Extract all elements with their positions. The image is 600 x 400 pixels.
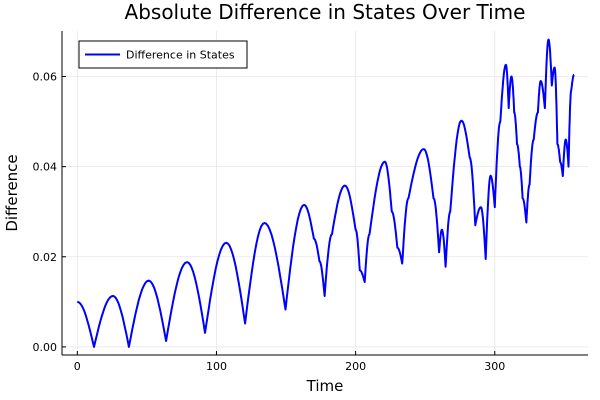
series-line <box>77 38 575 348</box>
y-tick-label: 0.00 <box>33 341 58 354</box>
legend-box <box>78 40 248 69</box>
x-axis-label: Time <box>306 377 344 395</box>
x-tick-label: 200 <box>345 360 366 373</box>
y-axis-label: Difference <box>3 154 21 231</box>
legend-label: Difference in States <box>126 49 235 62</box>
series-layer <box>77 38 575 348</box>
x-tick-label: 100 <box>206 360 227 373</box>
y-tick-label: 0.06 <box>33 71 58 84</box>
y-tick-label: 0.04 <box>33 161 58 174</box>
x-tick-label: 0 <box>74 360 81 373</box>
y-tick-label: 0.02 <box>33 251 58 264</box>
legend: Difference in States <box>78 40 248 69</box>
x-tick-label: 300 <box>484 360 505 373</box>
chart-title: Absolute Difference in States Over Time <box>125 0 526 24</box>
grid <box>62 31 588 355</box>
ticks: 0 100 200 300 0.00 0.02 0.04 0.06 <box>33 71 506 373</box>
